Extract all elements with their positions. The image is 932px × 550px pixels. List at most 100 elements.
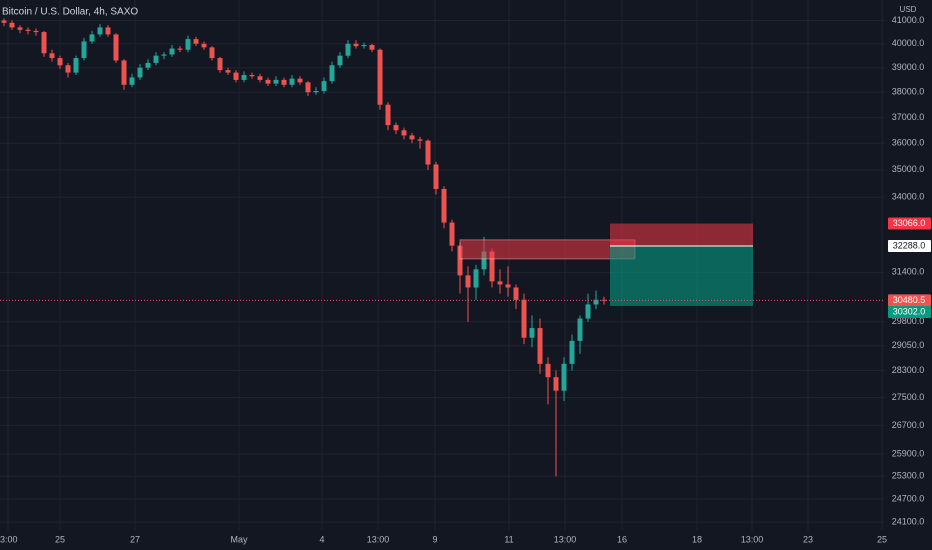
marks (1, 18, 607, 477)
y-unit: USD (900, 5, 917, 14)
candle-body (473, 269, 479, 288)
candle-body (177, 48, 183, 50)
x-tick-label: 13:00 (554, 534, 577, 544)
candle-body (577, 318, 583, 341)
candle-body (457, 245, 463, 276)
candle-body (281, 79, 287, 85)
candle-body (353, 43, 359, 47)
x-tick-label: 3:00 (0, 534, 18, 544)
candle-body (489, 251, 495, 282)
candle-body (225, 70, 231, 73)
candle-body (241, 75, 247, 80)
candle-body (585, 304, 591, 319)
candle-body (377, 49, 383, 105)
y-tick-label: 24700.0 (892, 493, 925, 503)
candle-body (161, 54, 167, 56)
entry-label: 32288.0 (893, 240, 926, 250)
x-tick-label: 25 (877, 534, 887, 544)
y-tick-label: 25900.0 (892, 449, 925, 459)
candle-body (65, 65, 71, 73)
x-tick-label: 23 (803, 534, 813, 544)
candle-body (201, 43, 207, 48)
grid (0, 0, 885, 530)
x-tick-label: 13:00 (367, 534, 390, 544)
candle-body (569, 340, 575, 364)
y-tick-label: 24100.0 (892, 517, 925, 527)
candle-body (305, 82, 311, 93)
target-label-bg (888, 305, 931, 318)
candle-body (105, 27, 111, 35)
candle-body (121, 60, 127, 85)
candle-body (289, 78, 295, 85)
x-tick-label: 16 (617, 534, 627, 544)
axis: 41000.0 40000.0 39000.0 38000.0 37000.0 36000… (0, 15, 931, 544)
candle-body (233, 72, 239, 80)
y-tick-label: 27500.0 (892, 392, 925, 402)
candle-body (25, 29, 31, 31)
y-tick-label: 34000.0 (892, 192, 925, 202)
candle-body (217, 58, 223, 71)
candle-body (41, 32, 47, 54)
candle-body (249, 75, 255, 77)
candle-body (137, 67, 143, 78)
y-tick-label: 26700.0 (892, 420, 925, 430)
overlay (0, 223, 885, 306)
candle-body (113, 34, 119, 61)
candle-body (73, 58, 79, 73)
candle-body (521, 299, 527, 338)
candle-body (393, 125, 399, 131)
candle-body (193, 39, 199, 44)
candle-body (17, 27, 23, 30)
candle-body (345, 43, 351, 56)
candle-body (81, 41, 87, 59)
candle-body (481, 251, 487, 270)
candle-body (145, 62, 151, 68)
y-tick-label: 39000.0 (892, 62, 925, 72)
y-tick-label: 41000.0 (892, 15, 925, 25)
entry-label-bg (888, 240, 931, 253)
price-label: 30480.5 (893, 295, 926, 305)
candle-body (465, 275, 471, 288)
x-tick-label: 27 (130, 534, 140, 544)
candle-body (417, 139, 423, 141)
candle-body (169, 48, 175, 55)
candle-body (385, 104, 391, 126)
candle-body (97, 27, 103, 35)
x-tick-label: 9 (432, 534, 437, 544)
candle-body (529, 328, 535, 338)
y-tick-label: 35000.0 (892, 164, 925, 174)
candle-body (449, 222, 455, 246)
x-tick-label: 11 (504, 534, 513, 544)
zone (459, 239, 636, 260)
candle-body (369, 44, 375, 50)
price-label-bg (888, 294, 931, 307)
target-box (610, 246, 753, 306)
x-tick-label: 4 (319, 534, 324, 544)
candle-body (337, 55, 343, 66)
candle-body (257, 76, 263, 80)
target-label: 30302.0 (893, 306, 926, 316)
candle-body (553, 377, 559, 391)
stop-box (610, 223, 753, 247)
candle-body (153, 55, 159, 63)
candle-body (401, 130, 407, 136)
candle-body (433, 164, 439, 189)
candle-body (513, 287, 519, 300)
candle-body (561, 363, 567, 391)
candle-body (57, 58, 63, 66)
y-tick-label: 37000.0 (892, 112, 925, 122)
chart-title: Bitcoin / U.S. Dollar, 4h, SAXO (2, 7, 138, 18)
candle-body (313, 90, 319, 93)
y-tick-label: 31400.0 (892, 267, 925, 277)
candle-body (89, 34, 95, 42)
candle-body (321, 81, 327, 91)
candle-body (425, 140, 431, 165)
candle-body (505, 284, 511, 288)
x-tick-label: 18 (692, 534, 702, 544)
candle-body (361, 44, 367, 47)
y-tick-label: 38000.0 (892, 87, 925, 97)
x-tick-label: 25 (55, 534, 65, 544)
candle-body (209, 47, 215, 59)
